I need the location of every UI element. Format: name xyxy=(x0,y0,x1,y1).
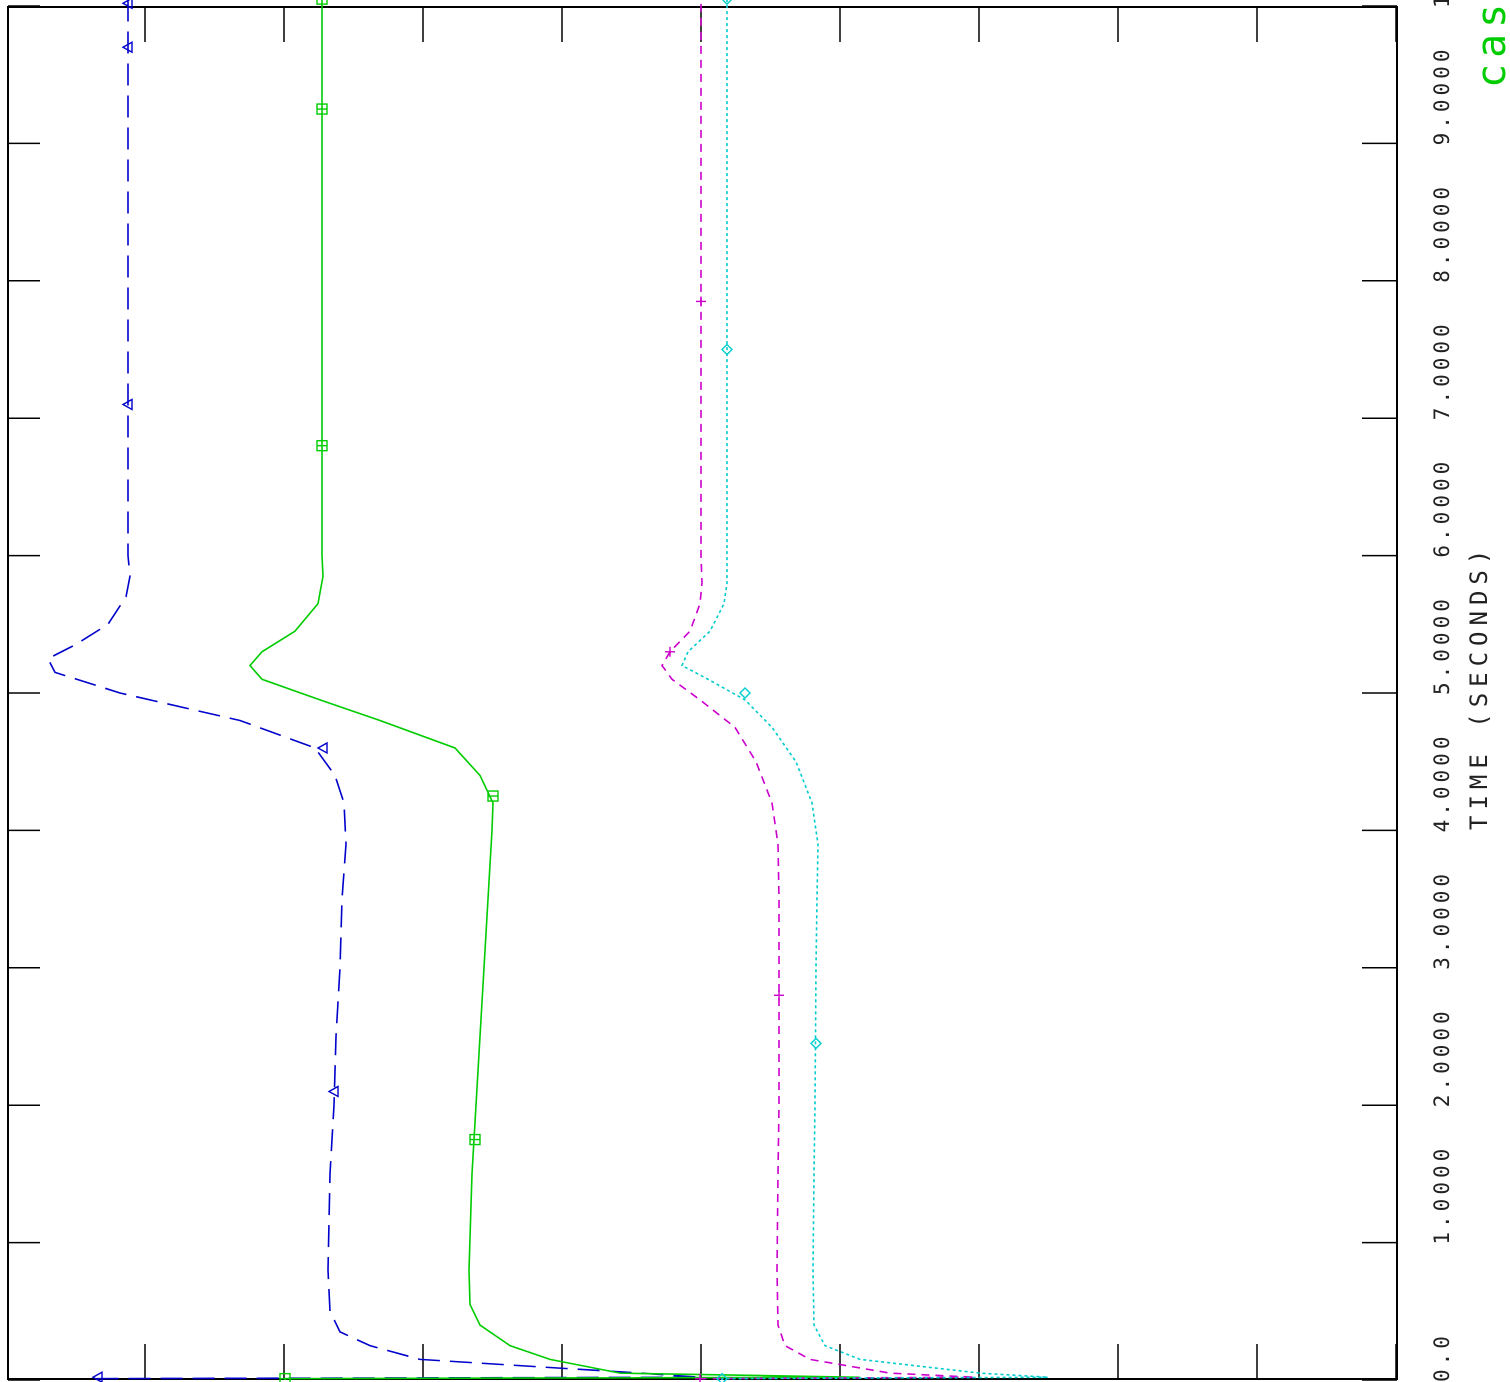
time-tick-label: 6.0000 xyxy=(1430,458,1454,558)
top-edge-ticks xyxy=(144,7,1397,42)
time-axis-tick-labels: 0.0 1.0000 2.0000 3.0000 4.0000 5.0000 6.0000 7… xyxy=(1430,0,1454,1382)
diamond-marker xyxy=(810,1037,822,1050)
triangle-marker xyxy=(91,1371,103,1382)
time-tick-label: 3.0000 xyxy=(1430,870,1454,970)
time-tick-label: 7.0000 xyxy=(1430,320,1454,420)
time-tick-label: 5.0000 xyxy=(1430,595,1454,695)
diamond-marker xyxy=(739,687,751,699)
time-tick-label: 0.0 xyxy=(1430,1332,1454,1382)
square-marker xyxy=(316,0,328,5)
brand-logo-text: cas xyxy=(1469,0,1510,88)
time-tick-label: 8.0000 xyxy=(1430,183,1454,283)
series-line-plus xyxy=(661,0,976,1380)
time-axis-title: TIME (SECONDS) xyxy=(1465,544,1493,830)
triangle-marker xyxy=(316,741,328,755)
series-line-diamond xyxy=(680,0,1049,1380)
time-tick-label: 9.0000 xyxy=(1430,46,1454,146)
time-tick-label: 4.0000 xyxy=(1430,733,1454,833)
series-line-triangle xyxy=(46,0,701,1380)
diamond-marker xyxy=(721,343,733,356)
triangle-marker xyxy=(327,1085,339,1098)
triangle-marker xyxy=(121,41,133,54)
bottom-edge-ticks xyxy=(144,1344,1397,1379)
time-tick-label: 1.0000 xyxy=(1430,1145,1454,1245)
square-marker xyxy=(279,1372,291,1382)
series-layer xyxy=(46,0,1049,1380)
diamond-marker xyxy=(716,1372,728,1382)
triangle-marker xyxy=(121,0,133,10)
marker-layer xyxy=(91,0,822,1382)
time-tick-label: 2.0000 xyxy=(1430,1007,1454,1107)
time-tick-label: 10.000 xyxy=(1430,0,1454,8)
series-line-square xyxy=(248,0,861,1380)
time-axis-ticks xyxy=(8,5,1397,1381)
plot-frame xyxy=(7,6,1398,1380)
diamond-marker xyxy=(721,0,733,6)
triangle-marker xyxy=(121,398,133,411)
